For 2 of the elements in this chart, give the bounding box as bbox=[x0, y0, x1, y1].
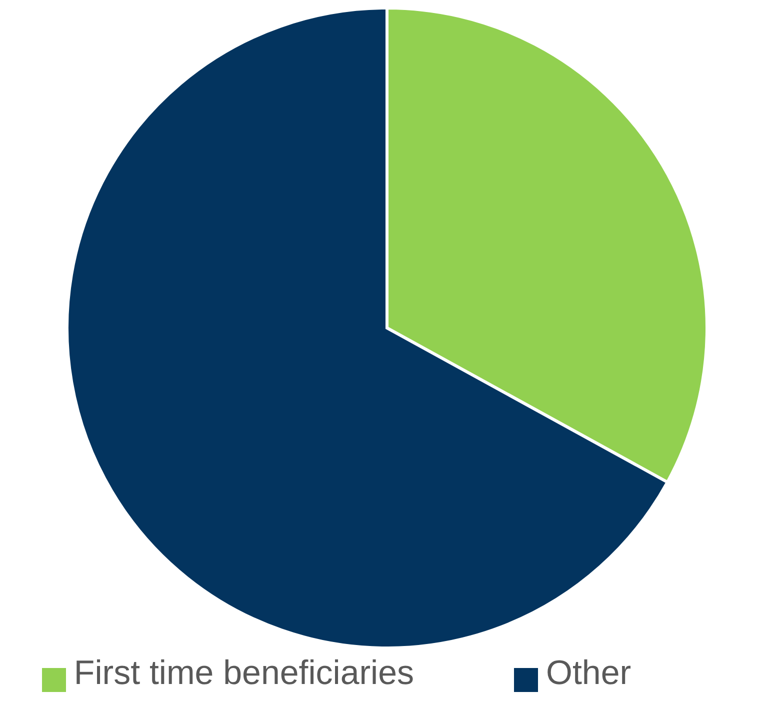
legend-label: First time beneficiaries bbox=[74, 654, 414, 692]
legend-label: Other bbox=[546, 654, 632, 692]
